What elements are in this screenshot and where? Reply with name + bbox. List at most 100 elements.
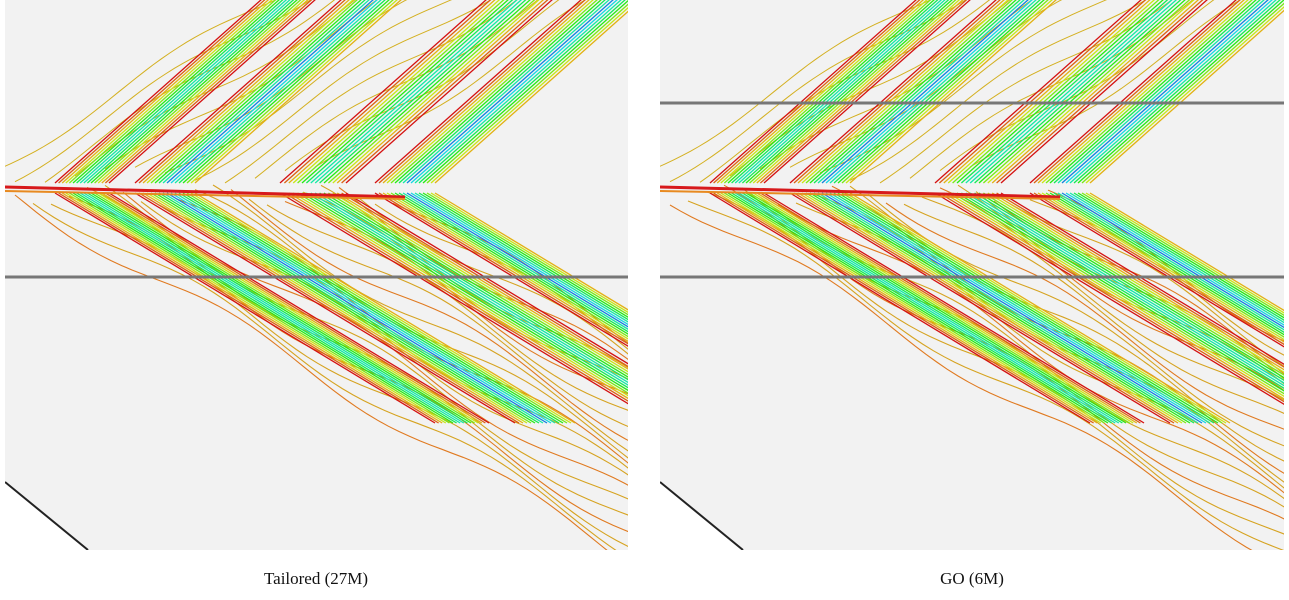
- contour-line: [952, 192, 1284, 395]
- contour-line: [134, 0, 342, 184]
- contour-line: [430, 7, 628, 184]
- contour-line: [68, 0, 277, 184]
- contour-line: [94, 192, 475, 424]
- contour-line: [727, 0, 935, 184]
- contour-line: [716, 192, 1098, 424]
- contour-line: [731, 192, 1112, 424]
- contour-line: [760, 192, 1141, 424]
- contour-line: [1081, 2, 1284, 184]
- contour-line: [821, 192, 1203, 424]
- contour-line: [336, 0, 545, 184]
- contour-line: [821, 0, 1029, 184]
- contour-panel: [660, 0, 1284, 550]
- body-line: [5, 190, 406, 200]
- contour-line: [190, 0, 398, 184]
- contour-line: [194, 189, 628, 459]
- contour-line: [809, 192, 1191, 424]
- contour-line: [158, 192, 540, 424]
- contour-line: [749, 192, 1130, 424]
- contour-line: [332, 192, 628, 373]
- contour-line: [716, 0, 925, 184]
- contour-line: [61, 192, 443, 424]
- contour-line: [345, 192, 628, 365]
- contour-line: [845, 0, 1053, 184]
- contour-line: [154, 192, 536, 424]
- contour-line: [837, 0, 1045, 184]
- contour-line: [669, 204, 1253, 550]
- contour-line: [996, 192, 1284, 368]
- contour-line: [996, 0, 1204, 184]
- contour-line: [314, 0, 523, 184]
- contour-line: [1045, 192, 1284, 338]
- contour-line: [86, 0, 295, 184]
- caption: GO (6M): [940, 569, 1004, 588]
- body-line: [660, 190, 1061, 200]
- contour-line: [402, 0, 610, 184]
- contour-line: [756, 0, 964, 184]
- contour-line: [186, 192, 568, 424]
- contour-line: [1053, 0, 1261, 184]
- body-line: [660, 185, 1061, 199]
- contour-line: [94, 0, 302, 184]
- contour-line: [943, 0, 1151, 184]
- contour-line: [406, 192, 628, 328]
- contour-line: [54, 0, 262, 184]
- contour-line: [166, 192, 548, 424]
- contour-line: [150, 192, 532, 424]
- contour-line: [1049, 192, 1284, 336]
- contour-line: [101, 192, 483, 424]
- contour-line: [394, 192, 628, 335]
- contour-line: [797, 192, 1179, 424]
- contour-line: [138, 0, 346, 184]
- contour-line: [752, 192, 1134, 424]
- contour-line: [323, 0, 531, 184]
- contour-line: [934, 0, 1142, 184]
- contour-line: [108, 0, 316, 184]
- contour-line: [194, 0, 492, 181]
- contour-line: [965, 0, 1173, 184]
- contour-line: [279, 192, 628, 405]
- contour-line: [104, 0, 313, 184]
- contour-line: [974, 192, 1284, 382]
- contour-line: [829, 0, 1037, 184]
- contour-line: [720, 0, 928, 184]
- contour-line: [190, 192, 572, 424]
- contour-line: [991, 0, 1200, 184]
- contour-line: [738, 192, 1120, 424]
- contour-line: [69, 192, 450, 424]
- contour-line: [817, 0, 1025, 184]
- contour-line: [90, 192, 472, 424]
- contour-line: [345, 0, 553, 184]
- contour-line: [306, 192, 628, 389]
- contour-line: [284, 192, 628, 402]
- contour-line: [993, 200, 1284, 375]
- contour-line: [434, 192, 628, 311]
- contour-line: [410, 0, 618, 184]
- contour-line: [975, 191, 1284, 380]
- contour-line: [76, 192, 457, 424]
- contour-line: [833, 192, 1215, 424]
- contour-line: [805, 0, 1013, 184]
- contour-line: [829, 192, 1211, 424]
- contour-line: [1061, 0, 1269, 184]
- contour-line: [146, 192, 528, 424]
- contour-line: [841, 192, 1223, 424]
- contour-line: [1045, 0, 1253, 184]
- contour-line: [327, 0, 536, 184]
- contour-line: [323, 192, 628, 378]
- contour-line: [727, 192, 1109, 424]
- contour-line: [182, 0, 390, 184]
- contour-line: [742, 192, 1123, 424]
- contour-line: [174, 0, 382, 184]
- contour-line: [146, 0, 354, 184]
- contour-line: [336, 192, 628, 370]
- contour-line: [763, 0, 971, 184]
- contour-line: [134, 192, 516, 424]
- contour-line: [1085, 192, 1284, 314]
- contour-line: [230, 189, 628, 441]
- contour-line: [723, 0, 932, 184]
- contour-line: [382, 0, 590, 184]
- contour-line: [414, 192, 628, 323]
- contour-line: [1077, 0, 1284, 184]
